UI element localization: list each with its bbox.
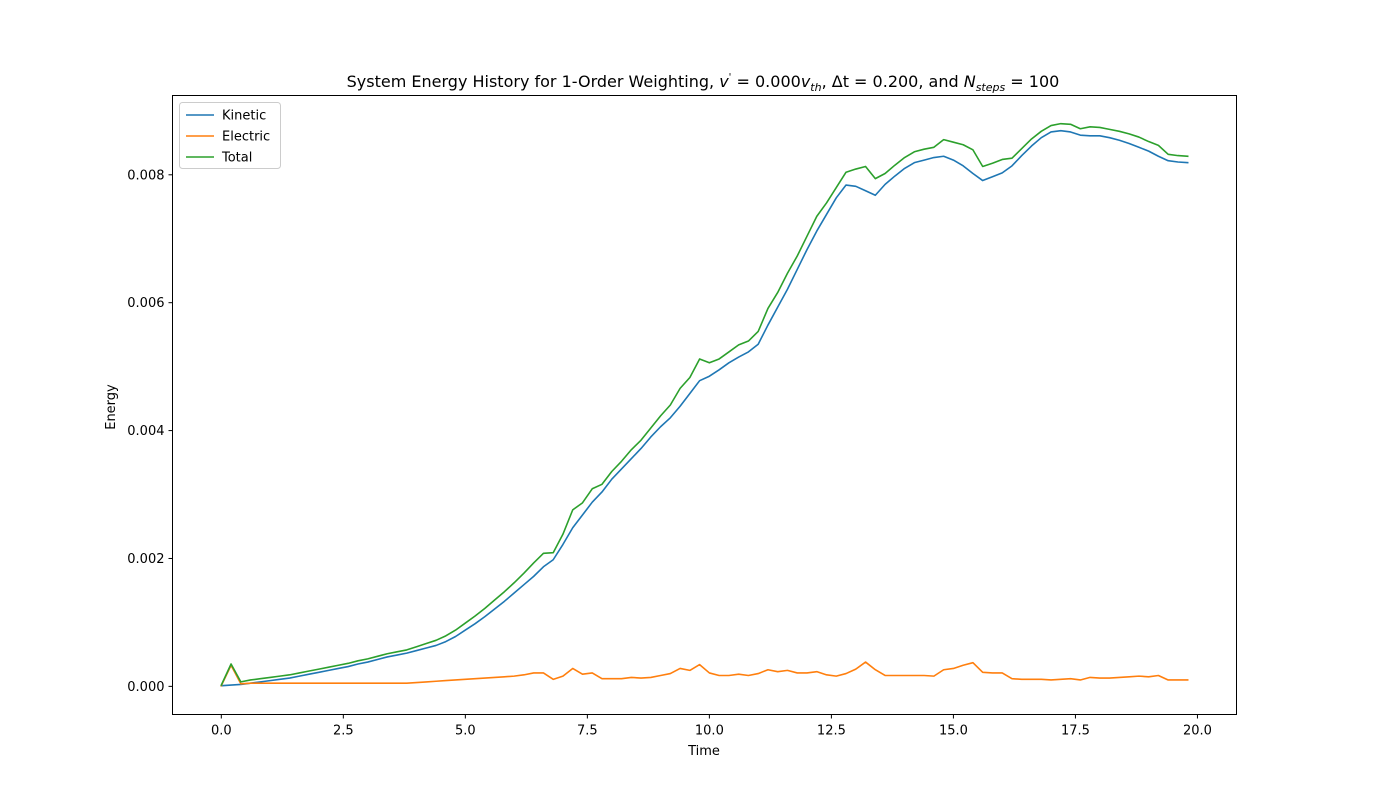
x-tick-label: 7.5 [577, 724, 598, 739]
x-tick-label: 10.0 [695, 724, 724, 739]
legend: Kinetic Electric Total [179, 102, 281, 169]
legend-box [179, 102, 281, 169]
y-tick-label: 0.000 [127, 680, 164, 695]
y-tick-label: 0.002 [127, 552, 164, 567]
x-axis-ticks: 0.0 2.5 5.0 7.5 10.0 12.5 15.0 17.5 20.0 [211, 714, 1212, 739]
legend-label-total: Total [221, 151, 252, 166]
x-tick-label: 12.5 [817, 724, 846, 739]
plot-frame [172, 95, 1237, 715]
y-tick-label: 0.006 [127, 296, 164, 311]
x-tick-label: 15.0 [939, 724, 968, 739]
x-tick-label: 0.0 [211, 724, 232, 739]
y-axis-ticks: 0.000 0.002 0.004 0.006 0.008 [127, 168, 173, 695]
x-tick-label: 17.5 [1061, 724, 1090, 739]
series-line-total [220, 122, 1189, 687]
legend-label-kinetic: Kinetic [222, 109, 266, 124]
y-axis-label: Energy [104, 384, 119, 430]
x-tick-label: 2.5 [333, 724, 354, 739]
chart-title: System Energy History for 1-Order Weight… [347, 72, 1060, 94]
x-axis-label: Time [687, 744, 720, 759]
y-tick-label: 0.008 [127, 168, 164, 183]
x-tick-label: 5.0 [455, 724, 476, 739]
x-tick-label: 20.0 [1183, 724, 1212, 739]
series-line-kinetic [220, 129, 1189, 687]
series-line-electric [220, 661, 1189, 687]
legend-label-electric: Electric [222, 130, 270, 145]
series-layer [220, 122, 1189, 687]
y-tick-label: 0.004 [127, 424, 164, 439]
